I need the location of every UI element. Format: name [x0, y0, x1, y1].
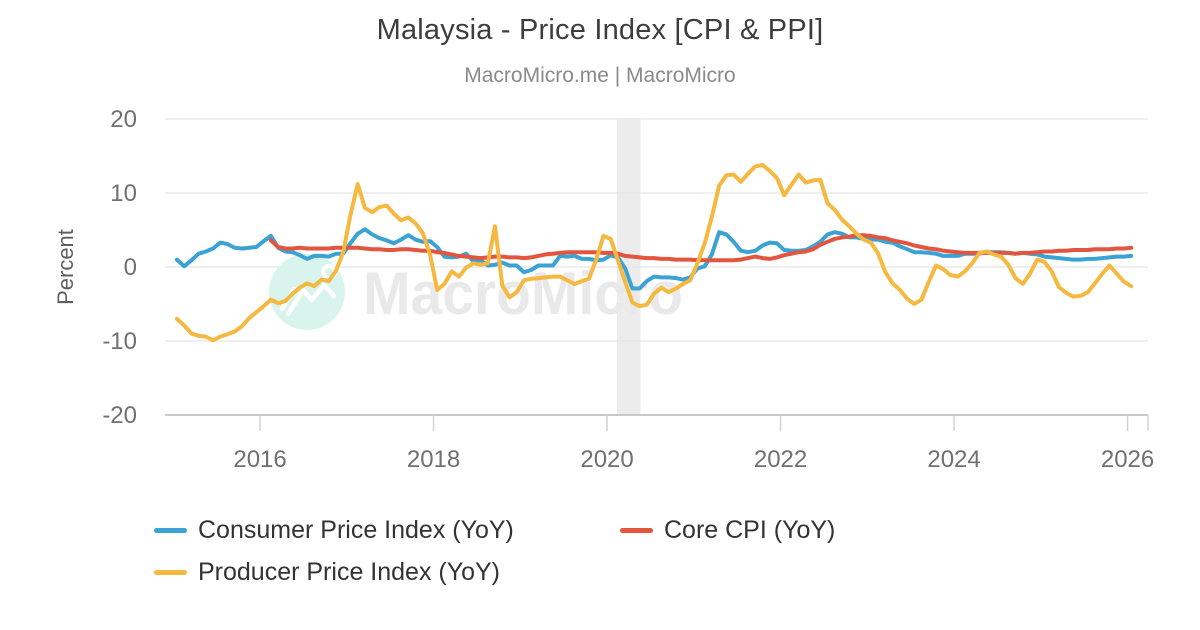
x-tick-label: 2022 — [754, 446, 807, 473]
legend-item-producer-price-index[interactable]: Producer Price Index (YoY) — [154, 558, 500, 587]
y-tick-label: 0 — [124, 254, 137, 281]
y-tick-label: -10 — [102, 328, 137, 355]
x-tick-label: 2026 — [1101, 446, 1154, 473]
y-tick-label: 20 — [110, 106, 137, 133]
y-tick-label: 10 — [110, 180, 137, 207]
legend-item-core-cpi[interactable]: Core CPI (YoY) — [620, 516, 835, 545]
x-tick-label: 2024 — [927, 446, 980, 473]
y-tick-label: -20 — [102, 402, 137, 429]
legend-label: Consumer Price Index (YoY) — [198, 516, 514, 544]
axis-labels: 20 10 0 -10 -20 2016 2018 2020 2022 2024 2026 — [102, 106, 1154, 473]
legend-label: Producer Price Index (YoY) — [198, 558, 501, 586]
producer-price-index-line[interactable] — [174, 162, 1134, 343]
legend-item-consumer-price-index[interactable]: Consumer Price Index (YoY) — [154, 516, 514, 545]
chart-subtitle: MacroMicro.me | MacroMicro — [464, 64, 736, 87]
series-lines — [174, 162, 1134, 343]
legend-swatch-yellow — [154, 570, 187, 575]
chart-title: Malaysia - Price Index [CPI & PPI] — [376, 14, 824, 46]
x-axis-ticks — [259, 415, 1149, 431]
legend-label: Core CPI (YoY) — [664, 516, 836, 544]
x-tick-label: 2016 — [233, 446, 286, 473]
legend-swatch-blue — [154, 528, 187, 533]
x-tick-label: 2020 — [580, 446, 633, 473]
legend-swatch-red — [620, 528, 653, 533]
x-tick-label: 2018 — [407, 446, 460, 473]
